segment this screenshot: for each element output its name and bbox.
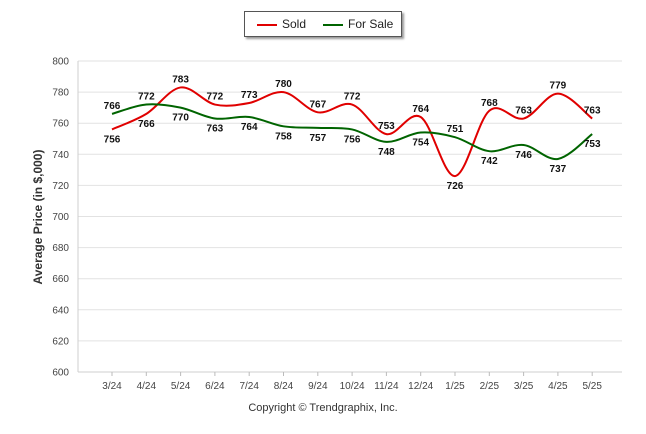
x-tick-label: 1/25 (445, 381, 465, 392)
legend-label-for-sale: For Sale (348, 17, 394, 31)
data-label-for-sale: 754 (412, 138, 429, 149)
data-label-sold: 763 (515, 106, 532, 117)
data-label-for-sale: 742 (481, 156, 498, 167)
data-label-for-sale: 757 (309, 133, 326, 144)
data-label-sold: 766 (138, 119, 155, 130)
series-line-sold (111, 86, 593, 178)
data-label-sold: 768 (481, 98, 498, 109)
x-tick-label: 8/24 (274, 381, 294, 392)
x-tick-label: 6/24 (205, 381, 225, 392)
data-label-for-sale: 737 (550, 164, 567, 175)
legend: Sold For Sale (244, 11, 402, 37)
x-tick-label: 3/25 (514, 381, 534, 392)
data-label-sold: 763 (584, 106, 601, 117)
data-label-sold: 780 (275, 79, 292, 90)
x-tick-label: 2/25 (480, 381, 500, 392)
x-tick-label: 5/25 (582, 381, 602, 392)
data-label-for-sale: 772 (138, 92, 155, 103)
y-tick-label: 760 (52, 119, 69, 130)
x-tick-label: 3/24 (102, 381, 122, 392)
series-lines (111, 86, 593, 178)
data-labels: 756 766 783 772 773 780 767 772 753 764 726 768 763 7… (104, 74, 601, 192)
x-tick-label: 7/24 (239, 381, 259, 392)
series-line-for-sale (111, 103, 593, 160)
data-label-for-sale: 764 (241, 122, 258, 133)
data-label-sold: 753 (378, 121, 395, 132)
x-tick-label: 12/24 (408, 381, 433, 392)
data-label-sold: 773 (241, 90, 258, 101)
y-tick-label: 740 (52, 150, 69, 161)
x-tick-label: 11/24 (374, 381, 399, 392)
x-tick-label: 4/24 (137, 381, 157, 392)
x-axis-ticks: 3/24 4/24 5/24 6/24 7/24 8/24 9/24 10/24 11/24 12… (102, 372, 602, 392)
data-label-for-sale: 756 (344, 134, 361, 145)
x-tick-label: 5/24 (171, 381, 191, 392)
data-label-for-sale: 770 (172, 113, 189, 124)
data-label-sold: 726 (447, 181, 464, 192)
data-label-for-sale: 746 (515, 150, 532, 161)
data-label-for-sale: 748 (378, 147, 395, 158)
data-label-sold: 772 (344, 92, 361, 103)
y-tick-label: 600 (52, 368, 69, 379)
grid-lines (77, 60, 622, 373)
x-tick-label: 4/25 (548, 381, 568, 392)
data-label-sold: 779 (550, 81, 567, 92)
data-label-for-sale: 758 (275, 131, 292, 142)
legend-swatch-sold (257, 24, 277, 26)
copyright-text: Copyright © Trendgraphix, Inc. (248, 402, 398, 414)
y-axis-ticks: 600 620 640 660 680 700 720 740 760 780 800 (52, 57, 69, 379)
y-tick-label: 800 (52, 57, 69, 68)
data-label-sold: 772 (207, 92, 224, 103)
y-tick-label: 780 (52, 88, 69, 99)
y-axis-label: Average Price (in $,000) (31, 150, 45, 285)
x-tick-label: 10/24 (340, 381, 365, 392)
y-tick-label: 640 (52, 305, 69, 316)
y-tick-label: 620 (52, 336, 69, 347)
data-label-sold: 756 (104, 134, 121, 145)
y-tick-label: 720 (52, 181, 69, 192)
legend-swatch-for-sale (323, 24, 343, 26)
data-label-sold: 764 (412, 104, 429, 115)
data-label-for-sale: 753 (584, 139, 601, 150)
data-label-for-sale: 763 (207, 124, 224, 135)
data-label-for-sale: 766 (104, 101, 121, 112)
data-label-sold: 783 (172, 74, 189, 85)
y-tick-label: 660 (52, 274, 69, 285)
legend-label-sold: Sold (282, 17, 307, 31)
y-tick-label: 700 (52, 212, 69, 223)
x-tick-label: 9/24 (308, 381, 328, 392)
data-label-for-sale: 751 (447, 124, 464, 135)
data-label-sold: 767 (309, 99, 326, 110)
y-tick-label: 680 (52, 243, 69, 254)
